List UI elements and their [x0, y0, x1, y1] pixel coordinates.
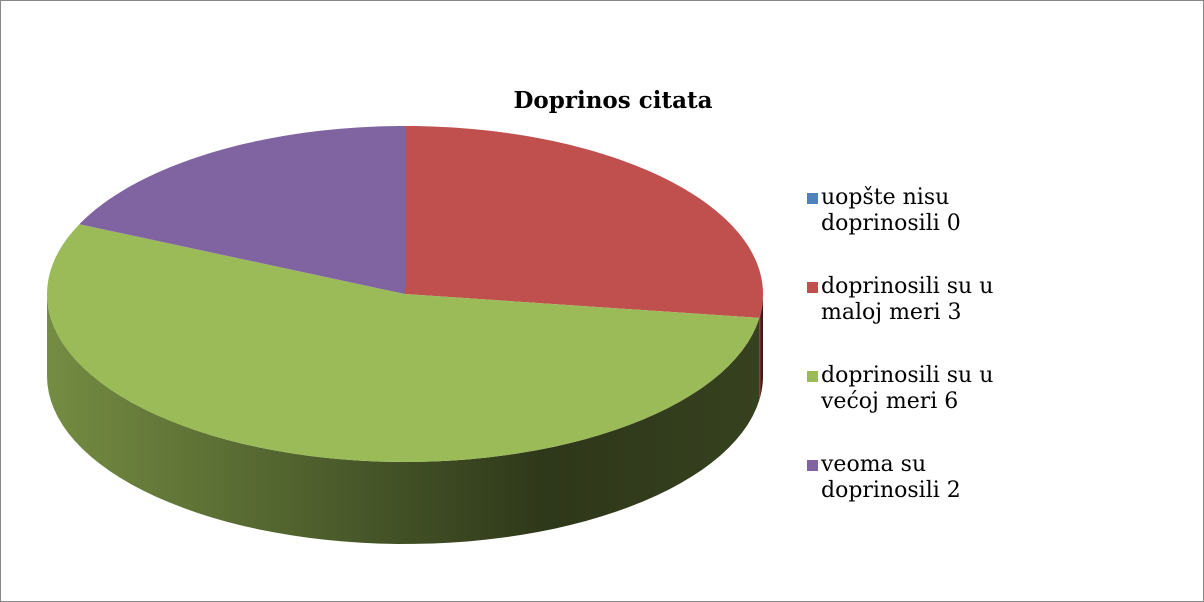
legend-item: doprinosili su u većoj meri 6 — [807, 363, 1007, 415]
slice-side — [47, 294, 760, 544]
legend-label: doprinosili su u većoj meri 6 — [821, 363, 994, 414]
legend-item: veoma su doprinosili 2 — [807, 452, 1007, 504]
slice — [405, 126, 763, 400]
slice-top — [79, 126, 405, 294]
slice-top — [405, 126, 763, 318]
slice — [79, 126, 405, 294]
slice-side — [759, 294, 763, 400]
legend-label: veoma su doprinosili 2 — [821, 452, 961, 503]
chart-title: Doprinos citata — [513, 87, 713, 114]
legend-item: doprinosili su u maloj meri 3 — [807, 274, 1007, 326]
legend-label: uopšte nisu doprinosili 0 — [821, 185, 961, 236]
legend-label: doprinosili su u maloj meri 3 — [821, 274, 994, 325]
legend-item: uopšte nisu doprinosili 0 — [807, 185, 1007, 237]
slice-top — [47, 224, 760, 462]
legend-swatch — [807, 371, 818, 382]
legend: uopšte nisu doprinosili 0 doprinosili su … — [807, 185, 1007, 541]
legend-swatch — [807, 460, 818, 471]
slice — [47, 224, 760, 544]
legend-swatch — [807, 282, 818, 293]
legend-swatch — [807, 193, 818, 204]
